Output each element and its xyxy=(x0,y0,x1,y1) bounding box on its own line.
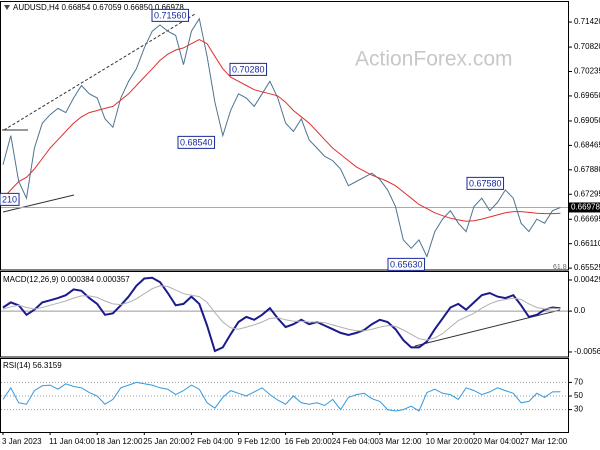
macd-title: MACD(12,26,9) 0.000384 0.000357 xyxy=(3,275,130,284)
x-tick-label: 18 Jan 12:00 xyxy=(96,437,143,446)
price-annotation: 0.68540 xyxy=(180,137,213,147)
annotation-box xyxy=(177,135,216,149)
y-tick-label: 0.70235 xyxy=(574,67,600,76)
annotation-box xyxy=(0,192,20,206)
trend-line xyxy=(2,194,75,213)
price-annotation: 0.67580 xyxy=(469,178,502,188)
y-tick-label: 0.67295 xyxy=(574,189,600,198)
series-line xyxy=(2,381,561,412)
x-tick-label: 20 Mar 04:00 xyxy=(473,437,521,446)
x-tick-label: 11 Jan 04:00 xyxy=(49,437,95,446)
watermark: ActionForex.com xyxy=(355,48,513,71)
title-icon xyxy=(4,5,10,10)
x-tick-label: 27 Mar 12:00 xyxy=(520,437,568,446)
x-tick-label: 9 Feb 12:00 xyxy=(238,437,281,446)
annotation-box xyxy=(151,8,190,22)
price-annotation: 0.70280 xyxy=(232,64,265,74)
price-annotation: 0.71560 xyxy=(154,10,187,20)
current-price-label: 0.66978 xyxy=(571,203,600,212)
macd-pane xyxy=(0,271,569,358)
y-tick-label: 0.68465 xyxy=(574,141,600,150)
rsi-title: RSI(14) 56.3159 xyxy=(3,361,62,370)
price-annotation: 61.8 xyxy=(553,264,567,271)
x-tick-label: 10 Mar 20:00 xyxy=(426,437,474,446)
chart-title: AUDUSD,H4 0.66854 0.67059 0.66850 0.6697… xyxy=(13,3,184,12)
x-tick-label: 3 Jan 2023 xyxy=(2,437,42,446)
price-pane xyxy=(0,1,569,271)
price-annotation: 0.65630 xyxy=(390,259,423,269)
y-tick-label: 0.66110 xyxy=(574,239,600,248)
series-line xyxy=(2,39,561,222)
annotation-box xyxy=(466,176,505,190)
series-line xyxy=(2,285,561,341)
y-tick-label: 30 xyxy=(574,405,583,414)
x-tick-label: 3 Mar 12:00 xyxy=(379,437,422,446)
series-line xyxy=(2,276,561,353)
y-tick-label: 70 xyxy=(574,378,583,387)
y-tick-label: -0.005636 xyxy=(574,347,600,356)
series-line xyxy=(2,17,561,258)
price-annotation: 210 xyxy=(2,194,17,204)
y-tick-label: 50 xyxy=(574,391,583,400)
y-tick-label: 0.65525 xyxy=(574,263,600,272)
y-tick-label: 0.004299 xyxy=(574,275,600,284)
y-tick-label: 0.0 xyxy=(574,306,586,315)
x-tick-label: 24 Feb 04:00 xyxy=(332,437,380,446)
x-tick-label: 25 Jan 20:00 xyxy=(143,437,190,446)
x-tick-label: 2 Feb 04:00 xyxy=(190,437,233,446)
y-tick-label: 0.66695 xyxy=(574,214,600,223)
annotation-box xyxy=(229,62,268,76)
x-tick-label: 16 Feb 20:00 xyxy=(285,437,333,446)
annotation-box xyxy=(387,257,426,271)
current-price-box xyxy=(569,202,600,213)
trend-line xyxy=(3,13,196,131)
